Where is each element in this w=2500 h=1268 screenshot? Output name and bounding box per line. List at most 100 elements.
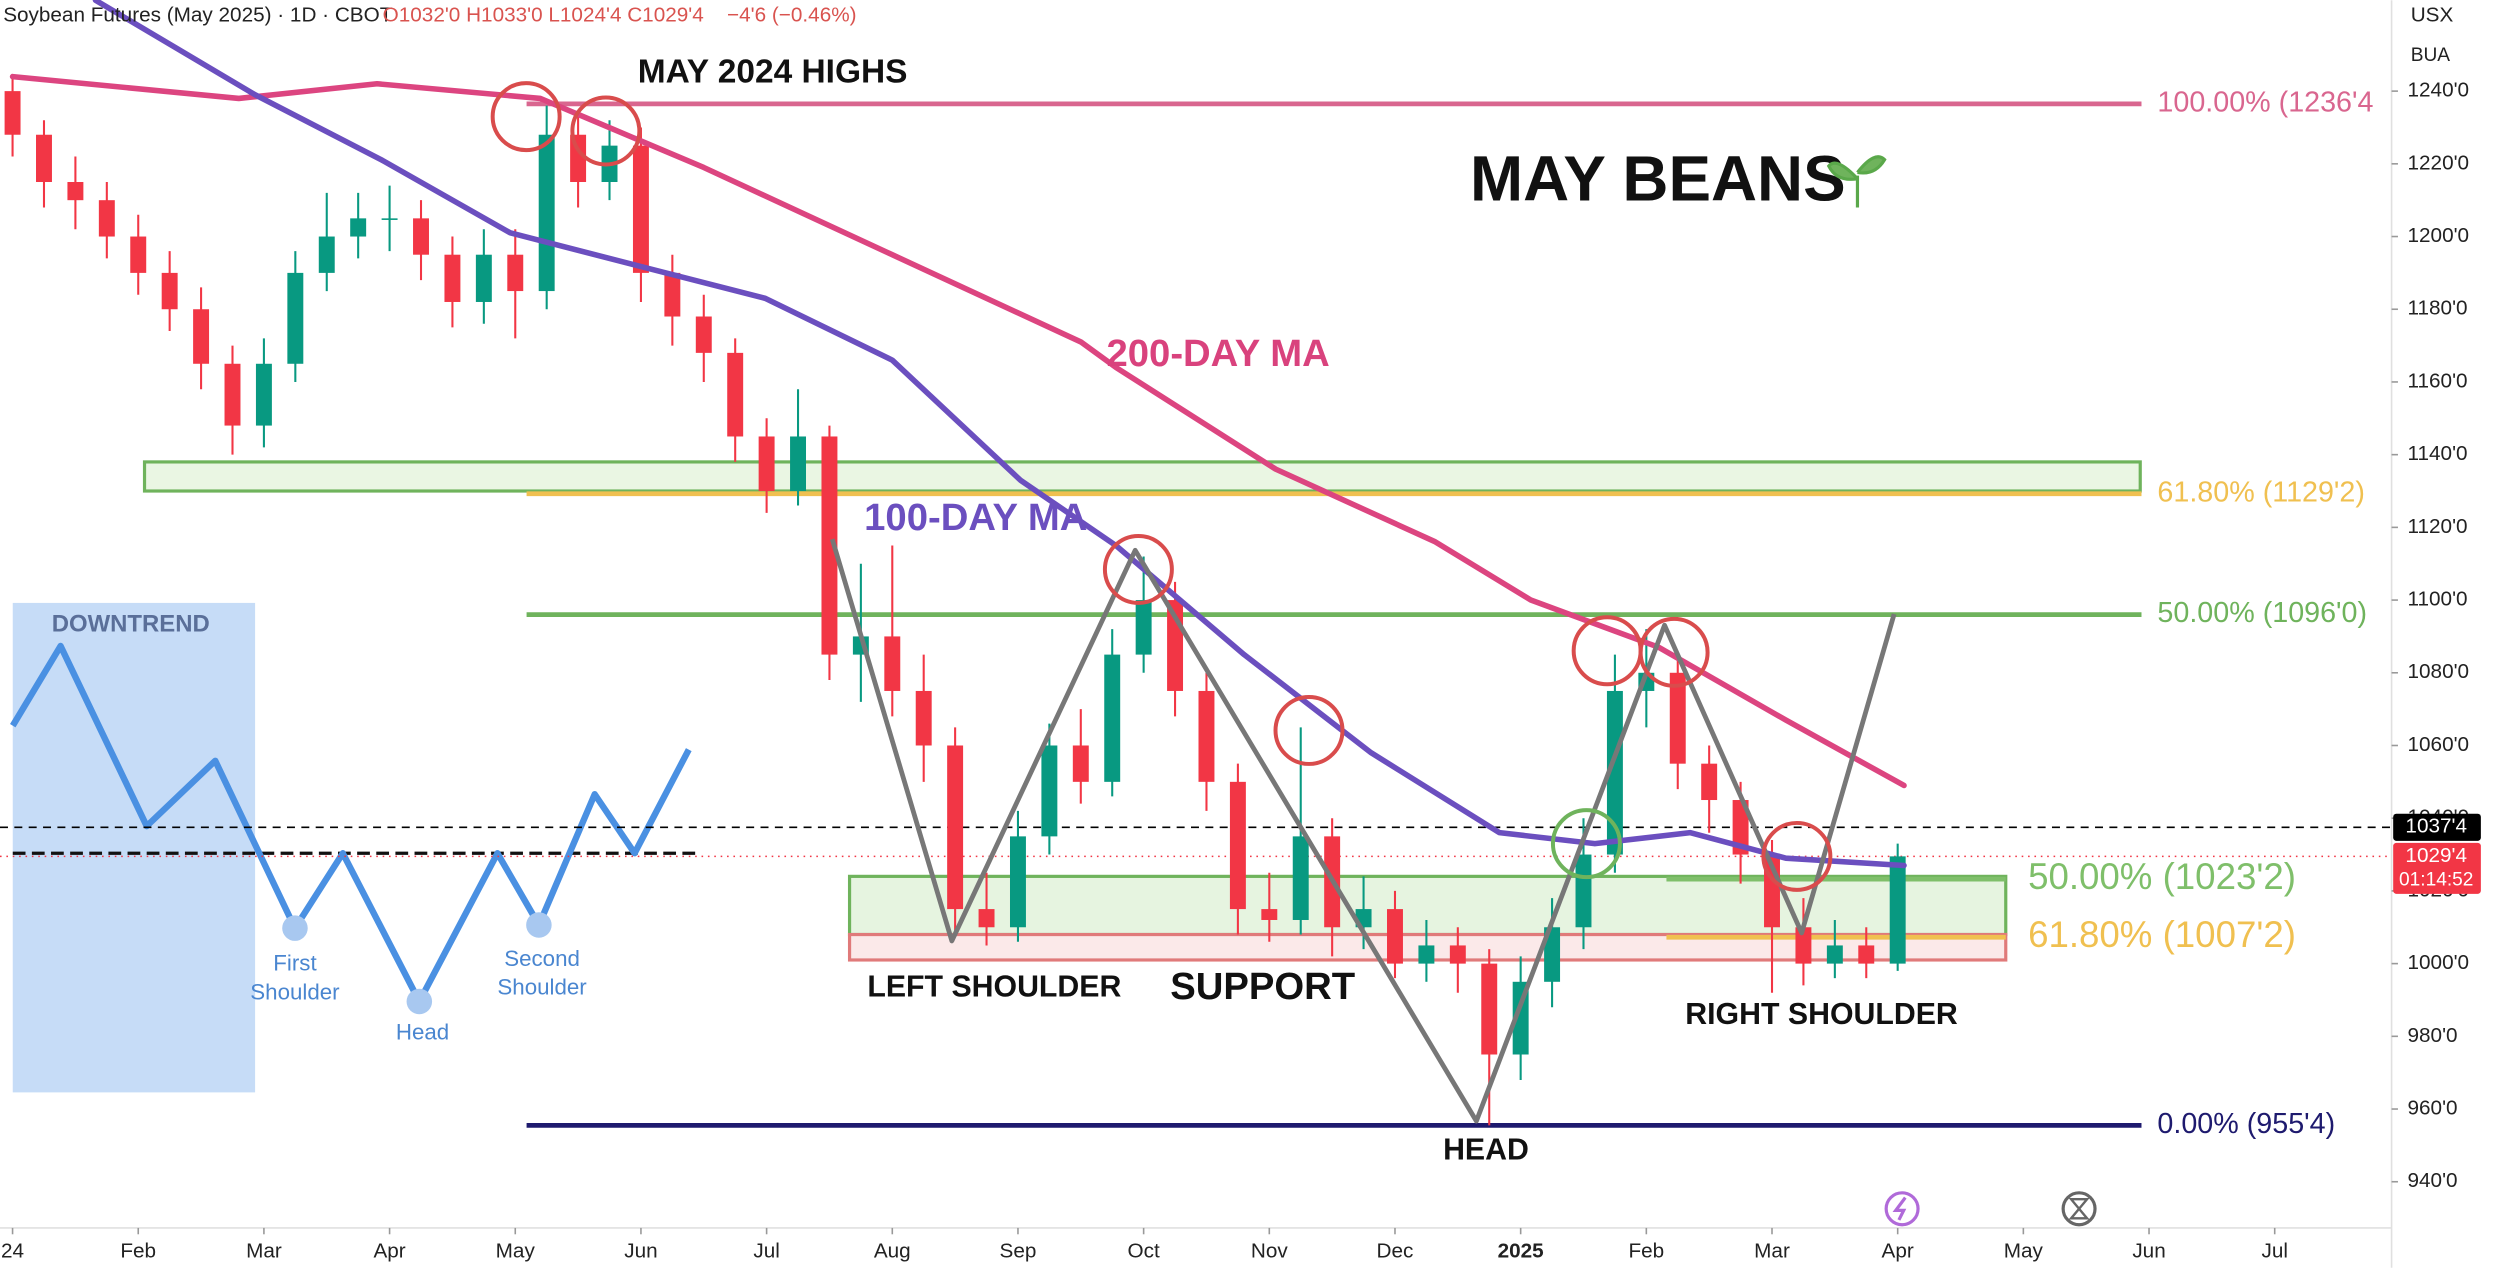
x-tick-label: Jun xyxy=(2132,1239,2165,1262)
inset-label: Second xyxy=(504,946,580,971)
x-tick-label: Jul xyxy=(2261,1239,2288,1262)
candle-body xyxy=(1104,654,1121,782)
candle-body xyxy=(978,909,995,928)
y-tick-label: 980'0 xyxy=(2408,1024,2458,1047)
pattern-line xyxy=(10,642,692,1005)
inset-label: Head xyxy=(396,1019,449,1044)
x-tick-label: Jun xyxy=(624,1239,657,1262)
y-tick-label: 1060'0 xyxy=(2408,733,2470,756)
fib-label: 61.80% (1129'2) xyxy=(2157,476,2365,508)
candle-body xyxy=(350,218,367,237)
axes: 940'0960'0980'01000'01020'01040'01060'01… xyxy=(1,79,2481,1262)
highlight-circle xyxy=(1638,616,1710,688)
x-tick-label: Aug xyxy=(874,1239,911,1262)
candle-body xyxy=(413,218,429,255)
candle-body xyxy=(193,309,210,364)
x-tick-label: May xyxy=(2004,1239,2044,1262)
price-tag-label: 1029'4 xyxy=(2405,844,2467,867)
icon-glyph xyxy=(2068,1198,2090,1220)
annotation: SUPPORT xyxy=(1170,965,1355,1008)
candle-body xyxy=(381,218,398,220)
icon[interactable] xyxy=(1884,1191,1920,1227)
x-tick-label: Apr xyxy=(373,1239,405,1262)
candle-body xyxy=(1449,945,1466,964)
candle-body xyxy=(1606,690,1623,855)
x-tick-label: May xyxy=(496,1239,536,1262)
pattern-point xyxy=(406,988,433,1015)
candle-body xyxy=(130,236,147,273)
highlight-circle xyxy=(1761,820,1833,892)
candle-body xyxy=(1198,690,1215,782)
y-tick-label: 1180'0 xyxy=(2408,297,2468,320)
candle-body xyxy=(915,690,932,746)
candle-body xyxy=(1826,945,1843,964)
sprout-icon xyxy=(1826,155,1887,208)
inset-label: Shoulder xyxy=(250,979,340,1004)
annotation: RIGHT SHOULDER xyxy=(1685,998,1958,1031)
candle-body xyxy=(161,272,178,310)
candle-body xyxy=(1135,600,1152,655)
countdown: 01:14:52 xyxy=(2399,869,2473,890)
candle-body xyxy=(1261,909,1278,920)
candle-body xyxy=(1732,800,1749,855)
highlight-circle xyxy=(1102,533,1174,605)
candle-body xyxy=(1292,836,1309,920)
inset-diagram: DOWNTREND First Shoulder Head Second Sho… xyxy=(10,602,699,1093)
y-tick-label: 1220'0 xyxy=(2408,151,2470,174)
y-tick-label: 1000'0 xyxy=(2408,951,2470,974)
candle-body xyxy=(507,254,524,292)
candle-body xyxy=(538,134,555,292)
pattern-point xyxy=(282,915,308,941)
price-tag xyxy=(2393,842,2481,894)
candle-body xyxy=(1481,963,1498,1055)
inset-title: DOWNTREND xyxy=(52,611,210,638)
y-tick-label: 1240'0 xyxy=(2408,79,2470,102)
fib-label: 100.00% (1236'4 xyxy=(2157,86,2373,118)
candle-body xyxy=(1009,836,1026,928)
candle-body xyxy=(727,352,744,437)
candle-body xyxy=(1669,672,1686,764)
pattern-point xyxy=(526,912,552,938)
candles xyxy=(4,76,1906,1126)
y-tick-label: 1080'0 xyxy=(2408,660,2470,683)
candle-body xyxy=(1544,927,1561,982)
brand-title: MAY BEANS xyxy=(1470,142,1846,214)
candle-body xyxy=(1418,945,1435,964)
candle-body xyxy=(632,145,649,273)
x-tick-label: 2025 xyxy=(1498,1239,1544,1262)
candle-body xyxy=(884,636,901,691)
chart-title: Soybean Futures (May 2025) · 1D · CBOT xyxy=(3,4,393,27)
icon-glyph xyxy=(1892,1196,1907,1221)
fib-label: 61.80% (1007'2) xyxy=(2028,914,2296,955)
candle-body xyxy=(1889,856,1906,964)
x-tick-label: 24 xyxy=(1,1239,24,1262)
fib-label: 0.00% (955'4) xyxy=(2157,1108,2335,1140)
price-tag xyxy=(2393,813,2481,841)
candle-body xyxy=(36,134,52,183)
downtrend-box xyxy=(12,602,256,1093)
fib-label: 50.00% (1096'0) xyxy=(2157,597,2367,629)
highlight-circle xyxy=(570,95,642,167)
highlight-circle xyxy=(1273,694,1345,766)
inset-label: First xyxy=(273,951,317,976)
x-tick-label: Mar xyxy=(246,1239,282,1262)
candle-body xyxy=(287,272,304,364)
drawings xyxy=(490,81,1897,1124)
candle-body xyxy=(444,254,461,302)
x-tick-label: Dec xyxy=(1377,1239,1414,1262)
inset-label: Shoulder xyxy=(497,975,587,1000)
candle-body xyxy=(664,272,681,317)
x-tick-label: Jul xyxy=(753,1239,780,1262)
x-tick-label: Nov xyxy=(1251,1239,1288,1262)
x-tick-label: Apr xyxy=(1882,1239,1914,1262)
candle-body xyxy=(1701,763,1718,801)
candle-body xyxy=(758,436,775,492)
ma-label: 100-DAY MA xyxy=(864,496,1087,539)
pattern-zigzag xyxy=(829,538,1897,1124)
annotation: LEFT SHOULDER xyxy=(867,971,1121,1004)
icon[interactable] xyxy=(2061,1191,2097,1227)
candle-body xyxy=(318,236,335,273)
candle-body xyxy=(1858,945,1875,964)
candle-body xyxy=(695,316,712,353)
